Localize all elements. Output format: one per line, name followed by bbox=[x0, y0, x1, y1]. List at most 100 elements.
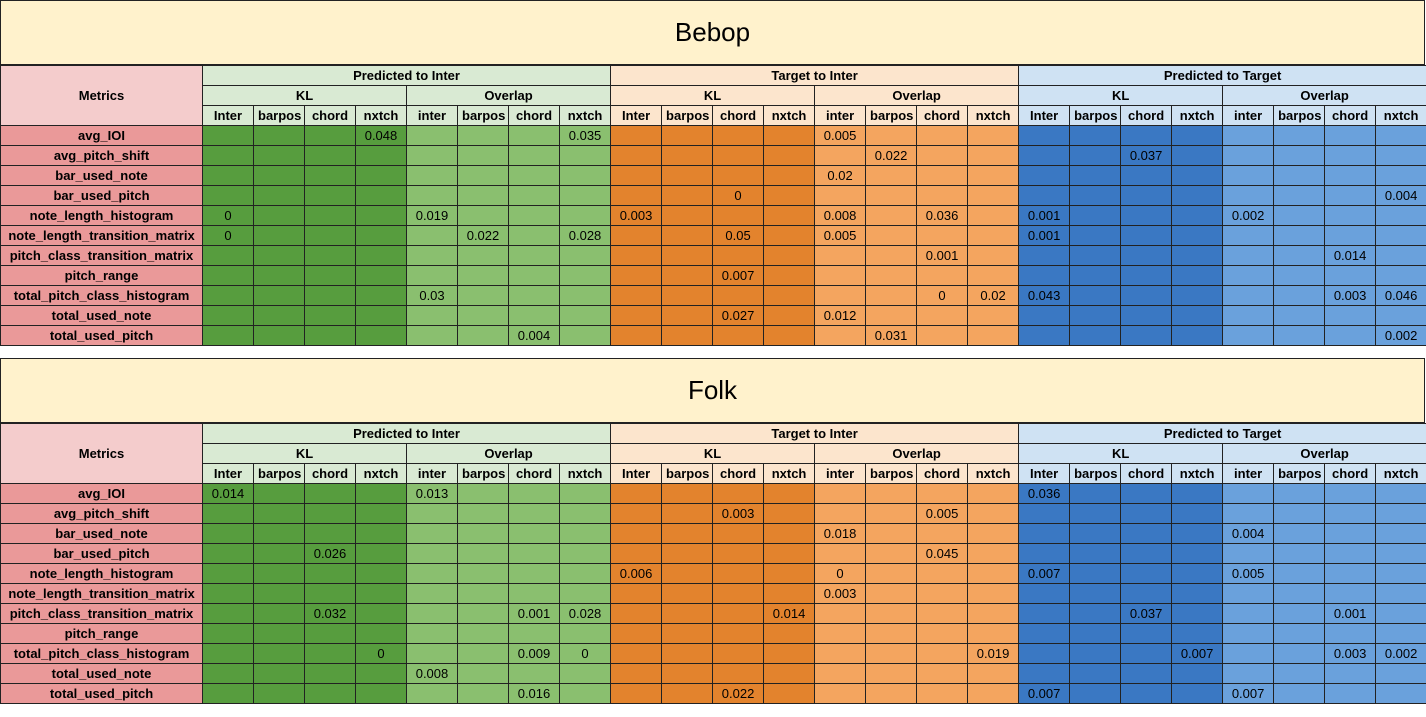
value-cell[interactable] bbox=[1273, 503, 1326, 524]
value-cell[interactable] bbox=[763, 563, 816, 584]
value-cell[interactable] bbox=[763, 265, 816, 286]
value-cell[interactable] bbox=[508, 663, 560, 684]
value-cell[interactable] bbox=[1222, 265, 1275, 286]
value-cell[interactable] bbox=[1222, 245, 1275, 266]
value-cell[interactable] bbox=[712, 205, 765, 226]
value-cell[interactable] bbox=[508, 285, 560, 306]
value-cell[interactable] bbox=[712, 563, 765, 584]
value-cell[interactable] bbox=[304, 225, 356, 246]
value-cell[interactable] bbox=[1324, 683, 1377, 704]
value-cell[interactable] bbox=[916, 563, 969, 584]
value-cell[interactable]: 0.028 bbox=[558, 225, 612, 246]
value-cell[interactable] bbox=[1324, 663, 1377, 684]
value-cell[interactable] bbox=[1069, 185, 1122, 206]
value-cell[interactable] bbox=[1069, 225, 1122, 246]
value-cell[interactable] bbox=[457, 663, 509, 684]
value-cell[interactable] bbox=[916, 583, 969, 604]
value-cell[interactable] bbox=[661, 205, 714, 226]
value-cell[interactable] bbox=[1375, 503, 1426, 524]
value-cell[interactable] bbox=[202, 305, 254, 326]
value-cell[interactable] bbox=[1375, 523, 1426, 544]
value-cell[interactable] bbox=[865, 305, 918, 326]
value-cell[interactable] bbox=[355, 663, 407, 684]
value-cell[interactable] bbox=[1018, 503, 1071, 524]
value-cell[interactable] bbox=[610, 483, 663, 504]
value-cell[interactable]: 0.005 bbox=[916, 503, 969, 524]
value-cell[interactable] bbox=[712, 623, 765, 644]
value-cell[interactable]: 0.008 bbox=[406, 663, 458, 684]
value-cell[interactable]: 0.004 bbox=[1375, 185, 1426, 206]
value-cell[interactable]: 0.008 bbox=[814, 205, 867, 226]
value-cell[interactable] bbox=[916, 603, 969, 624]
value-cell[interactable] bbox=[457, 165, 509, 186]
value-cell[interactable] bbox=[967, 483, 1020, 504]
value-cell[interactable] bbox=[1273, 683, 1326, 704]
value-cell[interactable] bbox=[355, 245, 407, 266]
value-cell[interactable] bbox=[610, 503, 663, 524]
value-cell[interactable] bbox=[1171, 245, 1224, 266]
value-cell[interactable] bbox=[558, 265, 612, 286]
value-cell[interactable] bbox=[661, 125, 714, 146]
value-cell[interactable] bbox=[406, 603, 458, 624]
value-cell[interactable] bbox=[610, 285, 663, 306]
value-cell[interactable] bbox=[661, 285, 714, 306]
value-cell[interactable] bbox=[457, 543, 509, 564]
value-cell[interactable] bbox=[1069, 483, 1122, 504]
value-cell[interactable] bbox=[202, 245, 254, 266]
value-cell[interactable] bbox=[916, 663, 969, 684]
value-cell[interactable]: 0.014 bbox=[1324, 245, 1377, 266]
value-cell[interactable] bbox=[1120, 125, 1173, 146]
value-cell[interactable]: 0.014 bbox=[763, 603, 816, 624]
value-cell[interactable] bbox=[1069, 643, 1122, 664]
value-cell[interactable] bbox=[558, 245, 612, 266]
value-cell[interactable] bbox=[814, 245, 867, 266]
value-cell[interactable] bbox=[1069, 145, 1122, 166]
value-cell[interactable] bbox=[1222, 185, 1275, 206]
value-cell[interactable] bbox=[967, 543, 1020, 564]
value-cell[interactable] bbox=[1120, 185, 1173, 206]
value-cell[interactable] bbox=[610, 225, 663, 246]
value-cell[interactable] bbox=[814, 265, 867, 286]
value-cell[interactable] bbox=[712, 643, 765, 664]
value-cell[interactable] bbox=[304, 563, 356, 584]
value-cell[interactable] bbox=[1222, 583, 1275, 604]
value-cell[interactable] bbox=[457, 583, 509, 604]
value-cell[interactable] bbox=[1018, 245, 1071, 266]
value-cell[interactable] bbox=[457, 603, 509, 624]
value-cell[interactable] bbox=[610, 623, 663, 644]
value-cell[interactable] bbox=[253, 225, 305, 246]
value-cell[interactable] bbox=[763, 483, 816, 504]
value-cell[interactable]: 0.001 bbox=[508, 603, 560, 624]
value-cell[interactable] bbox=[406, 683, 458, 704]
value-cell[interactable] bbox=[406, 145, 458, 166]
value-cell[interactable] bbox=[355, 285, 407, 306]
value-cell[interactable] bbox=[1375, 483, 1426, 504]
value-cell[interactable] bbox=[1171, 325, 1224, 346]
value-cell[interactable]: 0.003 bbox=[712, 503, 765, 524]
value-cell[interactable] bbox=[253, 523, 305, 544]
value-cell[interactable] bbox=[304, 483, 356, 504]
value-cell[interactable] bbox=[304, 503, 356, 524]
value-cell[interactable] bbox=[1222, 503, 1275, 524]
value-cell[interactable] bbox=[661, 165, 714, 186]
value-cell[interactable]: 0.02 bbox=[967, 285, 1020, 306]
value-cell[interactable] bbox=[304, 145, 356, 166]
value-cell[interactable] bbox=[763, 325, 816, 346]
value-cell[interactable] bbox=[508, 483, 560, 504]
value-cell[interactable] bbox=[304, 205, 356, 226]
value-cell[interactable] bbox=[814, 603, 867, 624]
value-cell[interactable] bbox=[865, 165, 918, 186]
value-cell[interactable] bbox=[253, 145, 305, 166]
value-cell[interactable] bbox=[304, 623, 356, 644]
value-cell[interactable] bbox=[1273, 603, 1326, 624]
value-cell[interactable] bbox=[1324, 145, 1377, 166]
value-cell[interactable] bbox=[763, 205, 816, 226]
value-cell[interactable] bbox=[1375, 205, 1426, 226]
value-cell[interactable] bbox=[202, 663, 254, 684]
value-cell[interactable] bbox=[610, 125, 663, 146]
value-cell[interactable] bbox=[1069, 325, 1122, 346]
value-cell[interactable] bbox=[304, 185, 356, 206]
value-cell[interactable] bbox=[1222, 325, 1275, 346]
value-cell[interactable] bbox=[967, 623, 1020, 644]
value-cell[interactable] bbox=[712, 165, 765, 186]
